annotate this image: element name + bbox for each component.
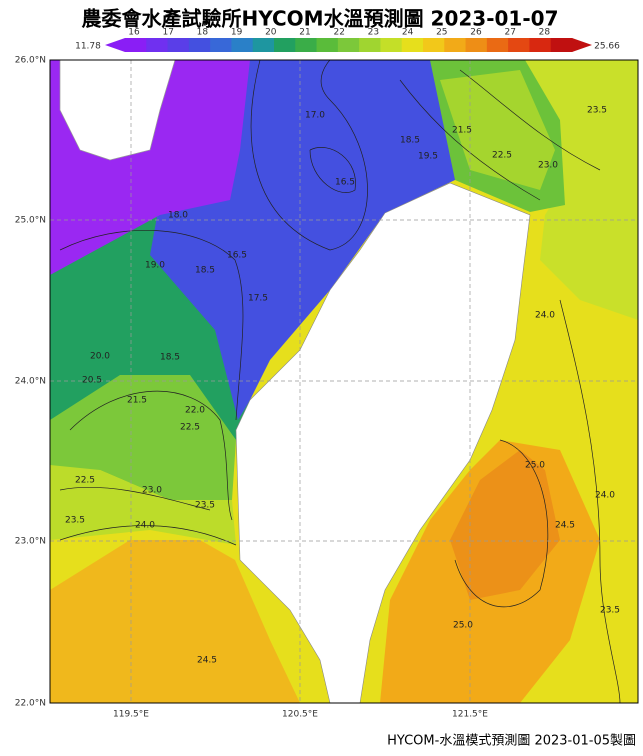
contour-label: 17.5 [248,294,268,304]
contour-label: 17.0 [305,111,325,121]
contour-label: 19.0 [145,261,165,271]
contour-label: 24.5 [555,521,575,531]
colorbar-tick-label: 28 [539,28,551,38]
colorbar-swatch [550,38,573,52]
sea-field [50,375,236,500]
colorbar-tick-label: 24 [402,28,414,38]
contour-label: 18.0 [168,211,188,221]
colorbar-swatch [401,38,424,52]
sea-field [450,450,560,600]
lat-label: 24.0°N [15,377,46,387]
lat-label: 23.0°N [15,537,46,547]
graticule: 26.0°N 25.0°N 24.0°N 23.0°N 22.0°N 119.5°E 120… [15,56,638,720]
colorbar-swatch [274,38,296,52]
colorbar-swatch [210,38,232,52]
contour-label: 19.5 [418,152,438,162]
contour-label: 25.0 [525,461,545,471]
colorbar-tick-label: 20 [265,28,277,38]
colorbar-swatch [529,38,552,52]
contour-label: 25.0 [453,621,473,631]
contour-label: 20.0 [90,352,110,362]
colorbar-tick-label: 21 [299,28,310,38]
contour-label: 23.5 [195,501,215,511]
colorbar-tick-label: 25 [436,28,447,38]
contour-label: 24.0 [595,491,615,501]
contour-label: 18.5 [160,353,180,363]
colorbar-swatch [316,38,339,52]
contour-label: 18.5 [400,136,420,146]
colorbar-tick-label: 19 [231,28,243,38]
lon-label: 120.5°E [282,710,318,720]
contour-label: 21.5 [452,126,472,136]
colorbar-swatch [337,38,360,52]
sea-temperature-field [50,59,638,704]
contour-label: 23.5 [587,106,607,116]
colorbar-tick-label: 22 [333,28,344,38]
colorbar-swatch [125,38,147,52]
colorbar-tick-label: 27 [504,28,515,38]
contour-label: 20.5 [82,376,102,386]
colorbar: 11.78 25.66 16 17 18 19 20 21 22 23 24 25 26 27 28 [75,28,620,52]
contour-label: 24.0 [135,521,155,531]
colorbar-swatch [359,38,381,52]
china-coast [59,59,176,161]
title: 農委會水產試驗所HYCOM水溫預測圖 2023-01-07 [82,7,559,31]
contour-label: 21.5 [127,396,147,406]
colorbar-swatch [231,38,254,52]
lat-label: 22.0°N [15,699,46,709]
sea-field [440,70,555,190]
contour-label: 23.0 [538,161,558,171]
colorbar-swatch [146,38,169,52]
colorbar-swatch [444,38,467,52]
colorbar-swatch [167,38,190,52]
sea-field [50,540,300,703]
contour-label: 23.0 [142,486,162,496]
contour-lines [59,59,621,704]
footer: HYCOM-水溫模式預測圖 2023-01-05製圖 [387,734,636,749]
colorbar-max-label: 25.66 [594,42,620,52]
contour-label: 24.5 [197,656,217,666]
lat-label: 25.0°N [15,216,46,226]
contour-label: 16.5 [227,251,247,261]
lon-label: 119.5°E [113,710,149,720]
colorbar-tick-label: 17 [162,28,173,38]
colorbar-swatch [508,38,530,52]
colorbar-max-arrow [572,38,592,52]
colorbar-swatch [188,38,211,52]
colorbar-swatch [295,38,318,52]
colorbar-min-label: 11.78 [75,42,101,52]
contour-label: 24.0 [535,311,555,321]
colorbar-min-arrow [105,38,125,52]
colorbar-swatch [380,38,403,52]
colorbar-tick-label: 18 [197,28,209,38]
contour-label: 23.5 [600,606,620,616]
map-frame [49,59,639,704]
colorbar-tick-label: 26 [470,28,482,38]
lat-label: 26.0°N [15,56,46,66]
lon-label: 121.5°E [452,710,488,720]
colorbar-swatch [423,38,445,52]
colorbar-tick-label: 23 [368,28,379,38]
contour-label: 22.0 [185,406,205,416]
contour-label: 22.5 [492,151,512,161]
contour-label: 22.5 [180,423,200,433]
colorbar-swatch [486,38,509,52]
contour-label: 18.5 [195,266,215,276]
colorbar-tick-label: 16 [128,28,140,38]
contour-label: 23.5 [65,516,85,526]
contour-label: 16.5 [335,178,355,188]
sea-field [50,465,236,545]
contour-label: 22.5 [75,476,95,486]
colorbar-swatch [465,38,488,52]
colorbar-swatch [252,38,275,52]
